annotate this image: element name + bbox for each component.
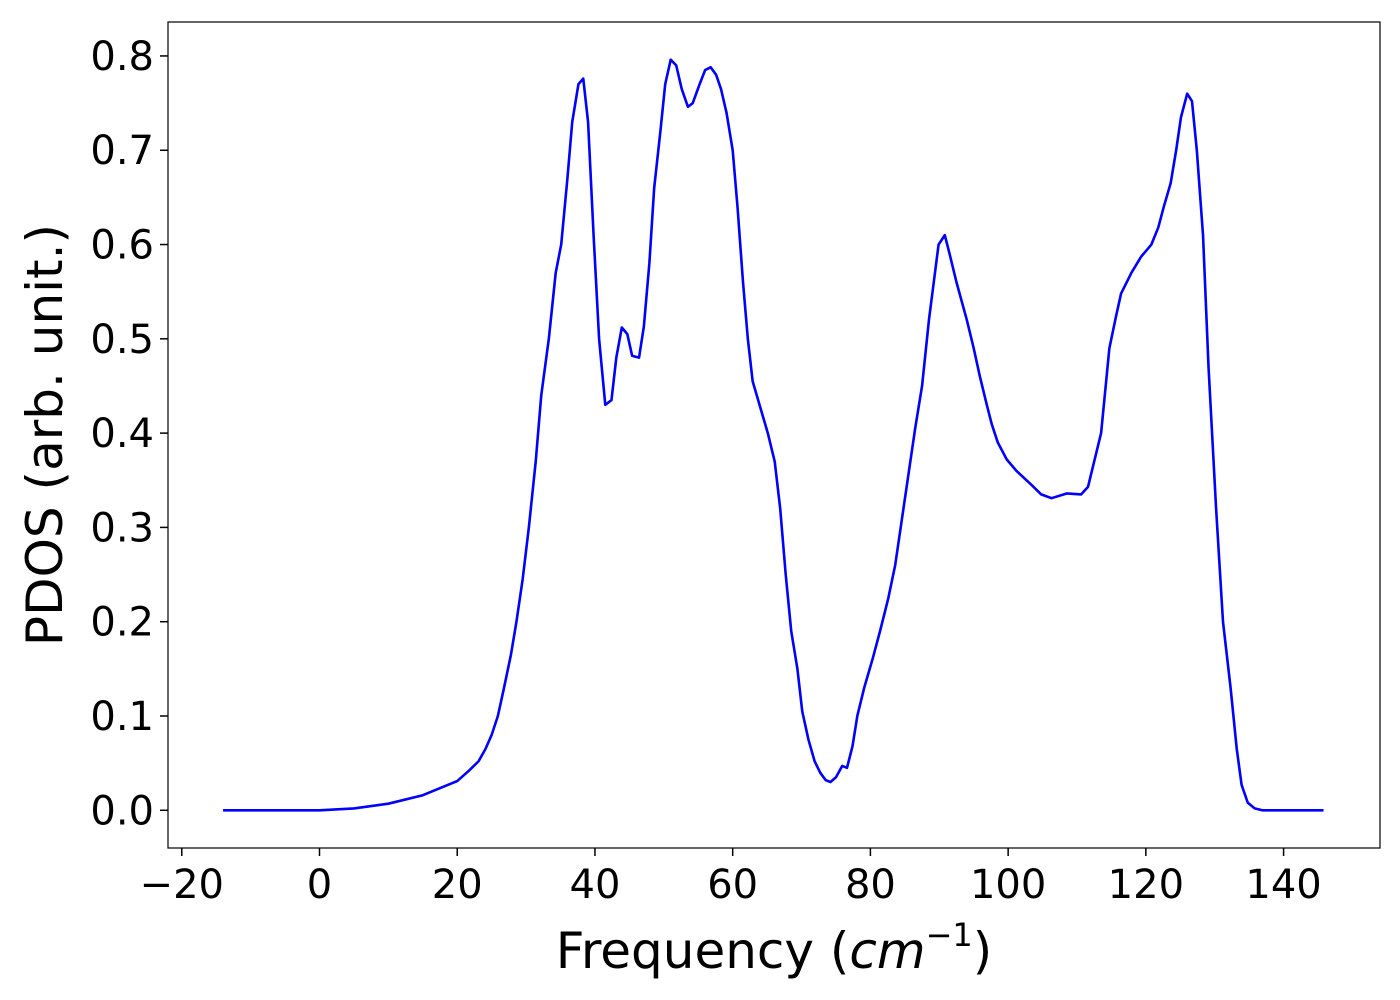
y-tick-label: 0.2 [90, 600, 154, 646]
x-axis-label-exponent: −1 [926, 916, 973, 954]
y-tick-label: 0.3 [90, 505, 154, 551]
y-tick-label: 0.5 [90, 317, 154, 363]
x-tick-label: 60 [707, 862, 758, 908]
x-tick-label: 120 [1108, 862, 1184, 908]
x-axis-label: Frequency (cm−1) [556, 916, 993, 980]
x-tick-label: 140 [1245, 862, 1321, 908]
x-tick-label: 40 [570, 862, 621, 908]
y-tick-label: 0.8 [90, 34, 154, 80]
y-tick-label: 0.7 [90, 128, 154, 174]
y-axis-label: PDOS (arb. unit.) [16, 224, 74, 646]
x-tick-label: 20 [432, 862, 483, 908]
x-tick-label: 80 [845, 862, 896, 908]
x-axis-label-unit: cm [849, 922, 925, 980]
x-axis-label-text: Frequency ( [556, 922, 850, 980]
y-tick-label: 0.0 [90, 788, 154, 834]
plot-frame [167, 21, 1381, 849]
x-tick-label: 100 [970, 862, 1046, 908]
y-tick-label: 0.4 [90, 411, 154, 457]
x-tick-label: −20 [140, 862, 224, 908]
data-line [223, 58, 1324, 812]
x-axis-label-close: ) [973, 922, 993, 980]
y-tick-label: 0.1 [90, 694, 154, 740]
y-tick-label: 0.6 [90, 223, 154, 269]
x-tick-label: 0 [307, 862, 332, 908]
